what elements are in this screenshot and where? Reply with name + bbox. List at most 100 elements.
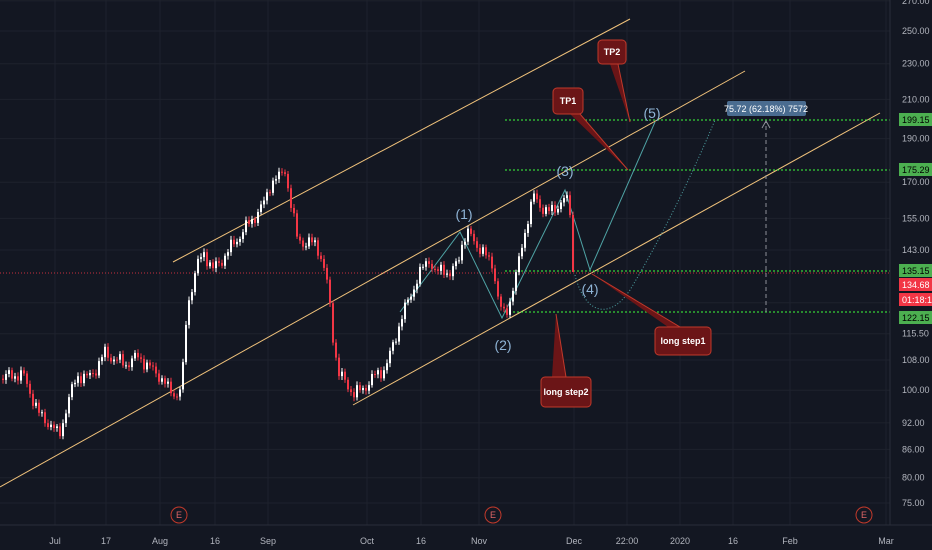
annotation-callout[interactable]: long step2 [540, 313, 592, 408]
candle[interactable] [461, 240, 463, 264]
candle[interactable] [443, 261, 445, 278]
candle[interactable] [149, 359, 151, 369]
candle[interactable] [221, 259, 223, 269]
upper-channel-line[interactable] [172, 18, 631, 263]
candle[interactable] [107, 343, 109, 362]
candle[interactable] [395, 338, 397, 345]
candle[interactable] [338, 353, 340, 380]
candle[interactable] [497, 278, 499, 300]
candle[interactable] [191, 288, 193, 305]
candle[interactable] [68, 393, 70, 418]
candle[interactable] [173, 389, 175, 400]
candle[interactable] [392, 339, 394, 355]
candle[interactable] [356, 381, 358, 401]
candle[interactable] [299, 233, 301, 244]
candle[interactable] [500, 293, 502, 311]
candle[interactable] [413, 285, 415, 301]
candle[interactable] [479, 244, 481, 258]
candle[interactable] [428, 257, 430, 268]
candle[interactable] [446, 269, 448, 278]
candle[interactable] [371, 370, 373, 388]
candle[interactable] [332, 300, 334, 346]
candle[interactable] [92, 369, 94, 378]
candle[interactable] [464, 238, 466, 249]
candle[interactable] [539, 195, 541, 212]
candle[interactable] [275, 175, 277, 185]
candle[interactable] [455, 258, 457, 270]
candle[interactable] [188, 296, 190, 329]
candle[interactable] [431, 260, 433, 273]
candle[interactable] [239, 236, 241, 246]
candle[interactable] [425, 258, 427, 271]
earnings-marker[interactable]: E [170, 506, 188, 524]
candle[interactable] [2, 374, 4, 384]
candle[interactable] [515, 269, 517, 295]
candle[interactable] [380, 366, 382, 382]
candle[interactable] [161, 375, 163, 385]
candle[interactable] [311, 233, 313, 246]
candle[interactable] [518, 252, 520, 276]
candle[interactable] [110, 353, 112, 364]
candle[interactable] [377, 367, 379, 379]
candle[interactable] [17, 372, 19, 385]
candle[interactable] [257, 208, 259, 226]
candle[interactable] [134, 350, 136, 362]
candle[interactable] [314, 237, 316, 247]
candle[interactable] [506, 304, 508, 318]
candle[interactable] [140, 353, 142, 363]
candle[interactable] [440, 261, 442, 275]
candle[interactable] [23, 367, 25, 376]
candle[interactable] [545, 204, 547, 217]
candle[interactable] [383, 366, 385, 381]
candle[interactable] [146, 359, 148, 373]
candle[interactable] [71, 381, 73, 401]
candle[interactable] [512, 287, 514, 306]
candle[interactable] [50, 420, 52, 431]
candle[interactable] [194, 270, 196, 296]
candle[interactable] [557, 205, 559, 215]
candle[interactable] [101, 354, 103, 365]
candle[interactable] [344, 368, 346, 383]
candle[interactable] [170, 377, 172, 397]
candle[interactable] [59, 423, 61, 439]
candle[interactable] [5, 370, 7, 384]
candle[interactable] [95, 369, 97, 379]
candle[interactable] [266, 188, 268, 205]
candle[interactable] [374, 370, 376, 378]
candle[interactable] [35, 398, 37, 409]
candle[interactable] [368, 381, 370, 395]
candle[interactable] [269, 189, 271, 197]
candle[interactable] [281, 168, 283, 176]
candle[interactable] [119, 351, 121, 364]
candle[interactable] [287, 171, 289, 192]
candle[interactable] [542, 204, 544, 218]
candle[interactable] [131, 355, 133, 371]
candle[interactable] [566, 191, 568, 202]
candle[interactable] [407, 297, 409, 306]
candle[interactable] [329, 276, 331, 308]
candle[interactable] [212, 259, 214, 272]
candle[interactable] [116, 356, 118, 364]
candle[interactable] [488, 251, 490, 261]
candle[interactable] [365, 384, 367, 395]
candle[interactable] [521, 243, 523, 260]
candle[interactable] [482, 244, 484, 257]
candle[interactable] [509, 297, 511, 318]
candle[interactable] [398, 322, 400, 345]
candle[interactable] [74, 379, 76, 388]
candle[interactable] [32, 389, 34, 410]
candle[interactable] [272, 177, 274, 196]
candle[interactable] [458, 256, 460, 264]
candle[interactable] [218, 257, 220, 267]
candle[interactable] [323, 255, 325, 271]
candle[interactable] [536, 189, 538, 203]
candle[interactable] [41, 409, 43, 417]
candle[interactable] [359, 382, 361, 393]
candle[interactable] [56, 424, 58, 432]
candle[interactable] [245, 216, 247, 236]
candle[interactable] [452, 263, 454, 281]
candle[interactable] [206, 248, 208, 270]
candle[interactable] [527, 220, 529, 237]
lower-channel-line[interactable] [352, 112, 881, 406]
time-axis[interactable]: Jul 17 Aug 16 Sep Oct 16 Nov Dec 22:00 2020 16 Feb Ma… [0, 524, 932, 546]
